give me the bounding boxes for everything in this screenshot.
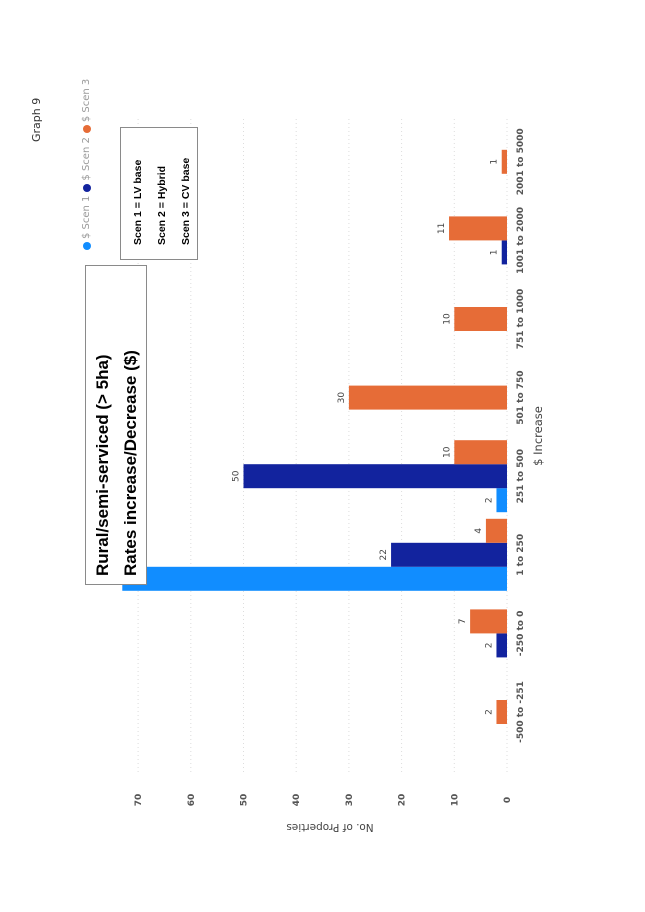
bar-scen3	[496, 700, 507, 724]
data-label: 30	[337, 392, 347, 404]
x-tick-label: -500 to -251	[516, 681, 526, 743]
bar-scen2	[391, 542, 507, 567]
x-tick-label: 1001 to 2000	[516, 207, 526, 274]
y-axis-title: No. of Properties	[286, 821, 373, 833]
y-tick-label: 10	[450, 794, 460, 807]
data-label: 1	[490, 250, 500, 256]
data-label: 2	[484, 709, 494, 715]
chart-title-line1: Rural/semi-serviced (> 5ha)	[93, 354, 112, 576]
bar-scen3	[470, 609, 507, 634]
y-tick-label: 0	[503, 797, 513, 803]
data-label: 2	[484, 643, 494, 649]
scenario-key-line: Scen 3 = CV base	[180, 157, 192, 245]
scenario-key-box: Scen 1 = LV base Scen 2 = Hybrid Scen 3 …	[120, 127, 198, 260]
bar-scen3	[348, 385, 507, 410]
y-tick-label: 50	[240, 794, 250, 807]
scenario-key-line: Scen 1 = LV base	[132, 159, 144, 245]
data-label: 7	[458, 619, 468, 625]
data-label: 50	[232, 470, 242, 482]
x-tick-label: -250 to 0	[516, 611, 526, 657]
axes: 0 10 20 30 40 50 60 70 -500 to -251 -250 to 0 1 to…	[134, 128, 526, 806]
data-label: 11	[437, 223, 447, 234]
x-tick-label: 501 to 750	[516, 370, 526, 424]
data-label: 2	[484, 497, 494, 503]
data-label: 22	[379, 549, 389, 560]
bar-scen3	[501, 149, 508, 174]
x-tick-label: 751 to 1000	[516, 289, 526, 350]
chart-title-box: Rural/semi-serviced (> 5ha) Rates increa…	[85, 265, 147, 585]
y-tick-label: 60	[187, 794, 197, 807]
y-tick-label: 20	[398, 794, 408, 807]
bar-scen2	[243, 464, 507, 489]
data-label: 4	[474, 528, 484, 534]
bar-scen3	[449, 216, 507, 241]
x-axis-title: $ Increase	[531, 406, 545, 466]
bar-scen2	[496, 633, 507, 658]
y-tick-label: 70	[134, 794, 144, 807]
bar-scen3	[485, 518, 508, 543]
bar-scen1	[496, 488, 507, 513]
data-label: 10	[442, 446, 452, 458]
bars	[122, 149, 508, 724]
bar-scen2	[501, 240, 508, 265]
x-tick-label: 2001 to 5000	[516, 128, 526, 195]
data-label: 1	[490, 159, 500, 165]
data-label: 10	[442, 313, 452, 325]
bar-scen1	[122, 566, 507, 591]
bar-scen3	[454, 307, 507, 331]
y-tick-label: 40	[292, 794, 302, 807]
bar-scen3	[454, 440, 507, 465]
x-tick-label: 251 to 500	[516, 449, 526, 503]
chart-title-line2: Rates increase/Decrease ($)	[121, 350, 140, 576]
y-tick-label: 30	[345, 794, 355, 807]
scenario-key-line: Scen 2 = Hybrid	[156, 165, 168, 245]
x-tick-label: 1 to 250	[516, 534, 526, 576]
